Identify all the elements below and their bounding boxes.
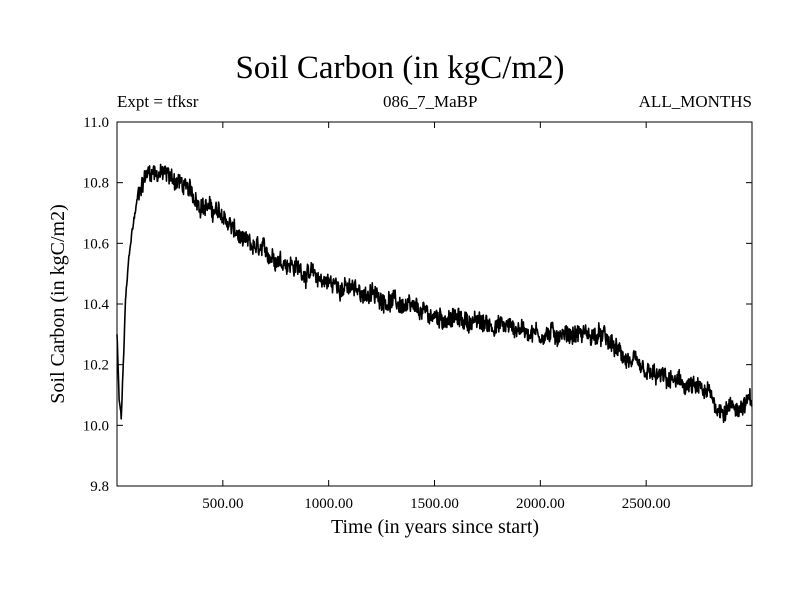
- y-tick-label: 11.0: [83, 115, 109, 131]
- series-layer: [116, 163, 753, 424]
- soil-carbon-series-line: [116, 163, 753, 424]
- chart-subtitle: 086_7_MaBP: [383, 92, 478, 111]
- y-tick-label: 10.0: [83, 418, 109, 434]
- x-tick-label: 2000.00: [516, 496, 565, 512]
- y-tick-label: 9.8: [90, 479, 109, 495]
- chart-title: Soil Carbon (in kgC/m2): [235, 50, 565, 86]
- x-tick-label: 1000.00: [304, 496, 353, 512]
- x-axis-label: Time (in years since start): [331, 516, 539, 538]
- y-tick-label: 10.6: [83, 236, 110, 252]
- y-tick-label: 10.4: [83, 297, 110, 313]
- months-label: ALL_MONTHS: [638, 92, 752, 111]
- tick-labels: 500.00 1000.00 1500.00 2000.00 2500.00 9.8 10.…: [83, 115, 671, 512]
- y-tick-label: 10.2: [83, 358, 109, 374]
- x-tick-label: 1500.00: [410, 496, 459, 512]
- y-axis-label: Soil Carbon (in kgC/m2): [47, 204, 69, 403]
- x-tick-label: 500.00: [202, 496, 243, 512]
- experiment-label: Expt = tfksr: [117, 92, 199, 111]
- y-tick-label: 10.8: [83, 176, 109, 192]
- x-tick-label: 2500.00: [622, 496, 671, 512]
- plot-frame: [116, 121, 753, 487]
- tick-marks: [117, 121, 752, 487]
